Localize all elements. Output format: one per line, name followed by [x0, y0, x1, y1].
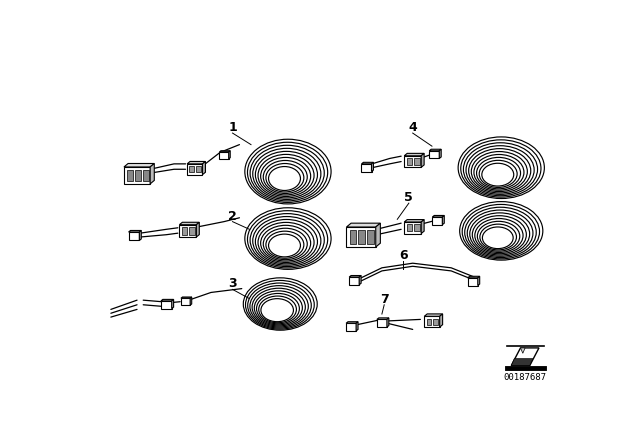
Polygon shape — [179, 225, 196, 237]
Polygon shape — [404, 222, 421, 233]
Polygon shape — [478, 276, 480, 285]
Polygon shape — [161, 301, 172, 309]
Polygon shape — [228, 151, 230, 159]
Polygon shape — [189, 227, 195, 235]
Polygon shape — [406, 224, 412, 231]
Polygon shape — [433, 215, 444, 217]
Polygon shape — [161, 299, 173, 301]
Polygon shape — [404, 220, 424, 222]
Polygon shape — [143, 170, 148, 181]
Polygon shape — [359, 276, 361, 285]
Polygon shape — [377, 318, 389, 319]
Polygon shape — [349, 277, 359, 285]
Polygon shape — [181, 297, 192, 298]
Polygon shape — [181, 298, 190, 305]
Text: 1: 1 — [228, 121, 237, 134]
Polygon shape — [433, 217, 442, 225]
Polygon shape — [439, 149, 441, 159]
Polygon shape — [189, 166, 194, 172]
Polygon shape — [179, 222, 199, 225]
Polygon shape — [150, 164, 154, 184]
Polygon shape — [346, 322, 358, 323]
Polygon shape — [376, 223, 380, 247]
Polygon shape — [404, 153, 424, 156]
Polygon shape — [424, 316, 440, 327]
Polygon shape — [414, 158, 420, 165]
Polygon shape — [377, 319, 387, 327]
Polygon shape — [346, 323, 356, 331]
Polygon shape — [468, 278, 478, 285]
Polygon shape — [135, 170, 141, 181]
Polygon shape — [129, 230, 141, 232]
Polygon shape — [404, 156, 421, 168]
Polygon shape — [346, 223, 380, 227]
Polygon shape — [421, 220, 424, 233]
Polygon shape — [124, 167, 150, 184]
Text: 00187687: 00187687 — [504, 373, 547, 382]
Polygon shape — [124, 164, 154, 167]
Text: 6: 6 — [399, 249, 408, 262]
Polygon shape — [182, 227, 187, 235]
Polygon shape — [349, 230, 356, 244]
Polygon shape — [127, 170, 133, 181]
Polygon shape — [406, 158, 412, 165]
Polygon shape — [468, 276, 480, 278]
Polygon shape — [429, 151, 439, 159]
Polygon shape — [421, 153, 424, 168]
Text: 3: 3 — [228, 277, 237, 290]
Polygon shape — [427, 319, 431, 325]
Polygon shape — [346, 227, 376, 247]
Polygon shape — [414, 224, 420, 231]
Polygon shape — [220, 152, 228, 159]
Polygon shape — [387, 318, 389, 327]
Polygon shape — [202, 161, 205, 175]
Polygon shape — [511, 359, 533, 366]
Polygon shape — [140, 230, 141, 241]
Polygon shape — [172, 299, 173, 309]
Polygon shape — [442, 215, 444, 225]
Polygon shape — [429, 149, 441, 151]
Text: 5: 5 — [404, 191, 413, 204]
Polygon shape — [362, 162, 373, 164]
Text: 2: 2 — [228, 210, 237, 223]
Polygon shape — [433, 319, 438, 325]
Polygon shape — [187, 164, 202, 175]
Polygon shape — [371, 162, 373, 172]
Polygon shape — [520, 348, 525, 353]
Polygon shape — [196, 166, 201, 172]
Polygon shape — [367, 230, 374, 244]
Polygon shape — [440, 314, 443, 327]
Polygon shape — [196, 222, 199, 237]
Polygon shape — [358, 230, 365, 244]
Polygon shape — [424, 314, 443, 316]
Polygon shape — [356, 322, 358, 331]
Polygon shape — [349, 276, 361, 277]
Polygon shape — [187, 161, 205, 164]
Polygon shape — [220, 151, 230, 152]
Text: 4: 4 — [408, 121, 417, 134]
Polygon shape — [511, 348, 539, 366]
Polygon shape — [129, 232, 140, 241]
Polygon shape — [190, 297, 192, 305]
Polygon shape — [362, 164, 371, 172]
Text: 7: 7 — [380, 293, 388, 306]
